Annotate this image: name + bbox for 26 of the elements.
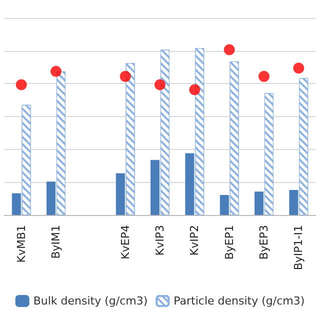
point bbox=[224, 44, 235, 56]
point bbox=[16, 79, 27, 90]
legend-label: Bulk density (g/cm3) bbox=[33, 294, 148, 308]
bar bbox=[289, 190, 298, 215]
x-tick-label: KvEP4 bbox=[118, 225, 132, 260]
bar bbox=[220, 194, 229, 215]
point bbox=[189, 84, 200, 96]
x-tick-label: ByIP1-I1 bbox=[292, 225, 306, 270]
point bbox=[293, 62, 304, 74]
x-tick-label: ByEP3 bbox=[258, 225, 270, 260]
x-tick-label: ByEP1 bbox=[222, 225, 236, 260]
bar bbox=[116, 173, 125, 215]
bar bbox=[46, 182, 56, 215]
point bbox=[120, 70, 131, 82]
bar bbox=[150, 160, 160, 215]
point bbox=[50, 66, 62, 77]
x-tick-label: KvMB1 bbox=[14, 225, 28, 263]
point bbox=[154, 79, 166, 90]
bar bbox=[254, 192, 264, 215]
point bbox=[258, 70, 270, 82]
bar bbox=[185, 153, 194, 215]
legend-label: Particle density (g/cm3) bbox=[174, 294, 305, 308]
x-tick-label: KvIP2 bbox=[188, 225, 202, 256]
bar bbox=[12, 193, 21, 215]
x-tick-label: KvIP3 bbox=[154, 225, 166, 256]
x-tick-label: ByIM1 bbox=[50, 225, 62, 259]
